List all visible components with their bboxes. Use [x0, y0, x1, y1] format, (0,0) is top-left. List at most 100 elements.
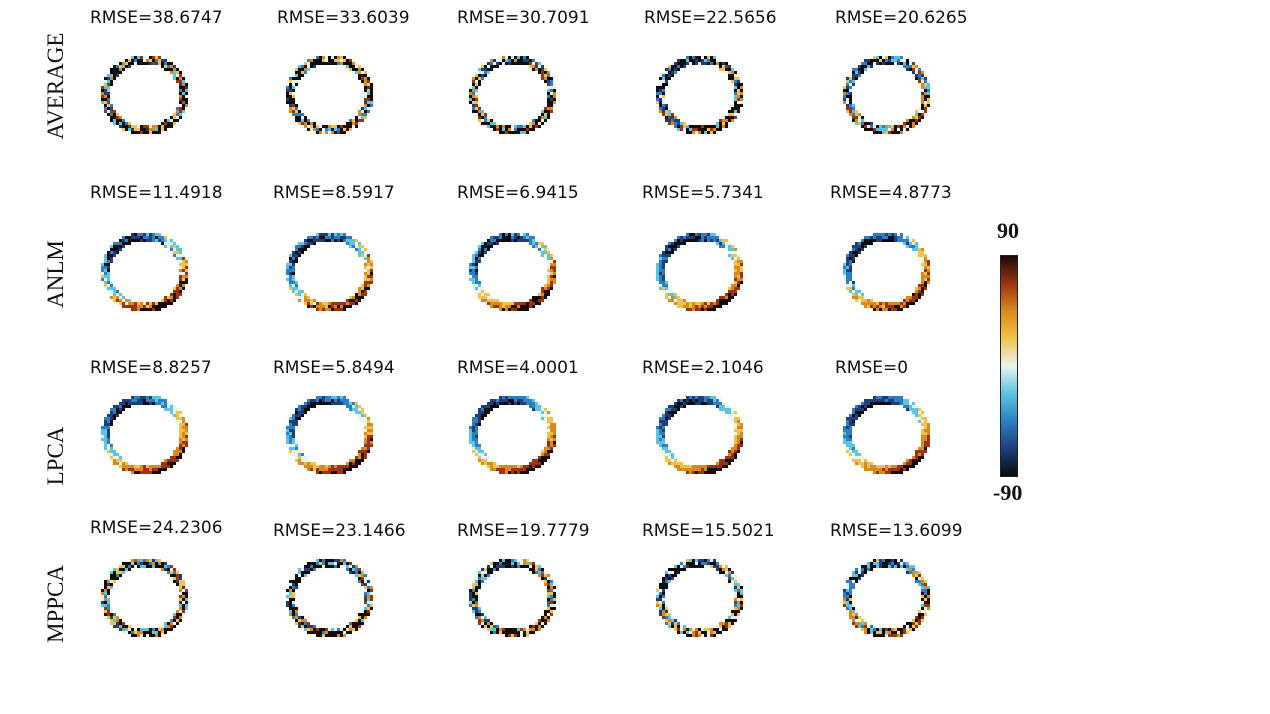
ring-pixel: [689, 128, 692, 131]
ring-pixel: [683, 628, 686, 631]
ring-pixel: [298, 245, 301, 248]
ring-pixel: [852, 411, 855, 414]
ring-pixel: [671, 242, 674, 245]
ring-pixel: [328, 631, 331, 634]
ring-pixel: [683, 562, 686, 565]
ring-pixel: [505, 62, 508, 65]
ring-pixel: [116, 248, 119, 251]
ring-pixel: [855, 405, 858, 408]
ring-pixel: [737, 83, 740, 86]
ring-pixel: [855, 290, 858, 293]
ring-pixel: [523, 59, 526, 62]
ring-pixel: [173, 254, 176, 257]
ring-pixel: [912, 296, 915, 299]
ring-pixel: [295, 583, 298, 586]
ring-pixel: [349, 405, 352, 408]
ring-pixel: [701, 634, 704, 637]
ring-pixel: [888, 128, 891, 131]
ring-pixel: [325, 236, 328, 239]
ring-pixel: [665, 580, 668, 583]
ring-pixel: [674, 402, 677, 405]
ring-pixel: [870, 236, 873, 239]
ring-pixel: [149, 239, 152, 242]
ring-pixel: [490, 402, 493, 405]
ring-pixel: [921, 248, 924, 251]
ring-pixel: [719, 62, 722, 65]
ring-pixel: [867, 236, 870, 239]
ring-pixel: [713, 305, 716, 308]
ring-pixel: [487, 302, 490, 305]
ring-pixel: [155, 471, 158, 474]
ring-pixel: [185, 589, 188, 592]
ring-pixel: [716, 305, 719, 308]
ring-pixel: [149, 131, 152, 134]
ring-pixel: [909, 239, 912, 242]
ring-pixel: [322, 565, 325, 568]
ring-pixel: [104, 610, 107, 613]
ring-pixel: [496, 465, 499, 468]
ring-pixel: [526, 239, 529, 242]
ring-pixel: [659, 98, 662, 101]
ring-pixel: [182, 583, 185, 586]
ring-pixel: [707, 396, 710, 399]
ring-pixel: [490, 305, 493, 308]
ring-pixel: [553, 423, 556, 426]
ring-pixel: [289, 589, 292, 592]
ring-pixel: [367, 426, 370, 429]
ring-pixel: [107, 101, 110, 104]
ring-pixel: [370, 101, 373, 104]
ring-pixel: [550, 432, 553, 435]
ring-pixel: [334, 239, 337, 242]
ring-pixel: [514, 634, 517, 637]
ring-pixel: [924, 269, 927, 272]
ring-pixel: [686, 468, 689, 471]
ring-pixel: [716, 239, 719, 242]
ring-pixel: [903, 631, 906, 634]
ring-pixel: [182, 83, 185, 86]
ring-pixel: [295, 113, 298, 116]
ring-pixel: [550, 444, 553, 447]
ring-pixel: [924, 278, 927, 281]
ring-pixel: [662, 254, 665, 257]
ring-pixel: [128, 236, 131, 239]
ring-pixel: [104, 589, 107, 592]
ring-pixel: [900, 465, 903, 468]
ring-pixel: [550, 107, 553, 110]
ring-pixel: [677, 465, 680, 468]
ring-pixel: [671, 119, 674, 122]
ring-pixel: [107, 607, 110, 610]
ring-pixel: [728, 568, 731, 571]
ring-pixel: [517, 396, 520, 399]
ring-pixel: [173, 290, 176, 293]
ring-pixel: [544, 408, 547, 411]
ring-pixel: [358, 577, 361, 580]
ring-pixel: [478, 116, 481, 119]
ring-pixel: [873, 565, 876, 568]
ring-pixel: [903, 62, 906, 65]
ring-pixel: [104, 426, 107, 429]
ring-pixel: [686, 128, 689, 131]
ring-pixel: [713, 631, 716, 634]
ring-pixel: [295, 248, 298, 251]
ring-pixel: [529, 236, 532, 239]
ring-pixel: [737, 89, 740, 92]
ring-pixel: [849, 429, 852, 432]
ring-pixel: [140, 396, 143, 399]
ring-pixel: [481, 411, 484, 414]
ring-pixel: [544, 107, 547, 110]
ring-pixel: [885, 233, 888, 236]
ring-pixel: [292, 595, 295, 598]
ring-pixel: [897, 305, 900, 308]
ring-pixel: [855, 122, 858, 125]
ring-pixel: [858, 574, 861, 577]
ring-image: [286, 396, 373, 474]
ring-pixel: [849, 598, 852, 601]
ring-pixel: [553, 278, 556, 281]
ring-pixel: [665, 110, 668, 113]
ring-pixel: [292, 438, 295, 441]
ring-pixel: [713, 559, 716, 562]
ring-pixel: [903, 65, 906, 68]
ring-pixel: [710, 631, 713, 634]
ring-pixel: [292, 613, 295, 616]
ring-pixel: [843, 598, 846, 601]
